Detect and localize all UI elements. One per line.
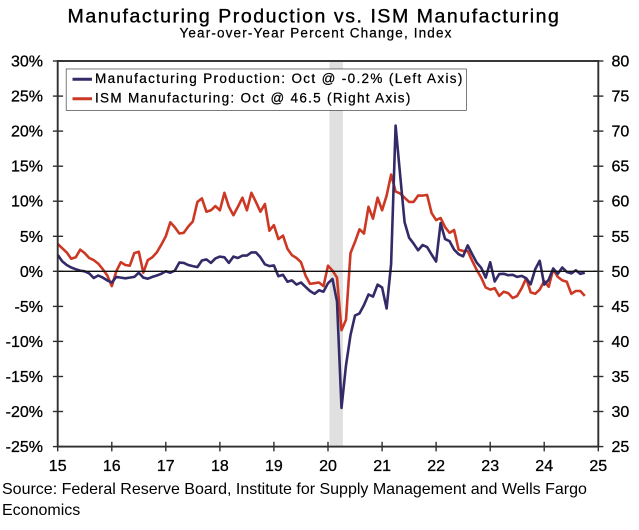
svg-text:25: 25 [612,439,630,456]
svg-text:16: 16 [103,458,121,475]
svg-text:15%: 15% [11,159,43,176]
svg-text:75: 75 [612,89,630,106]
svg-text:-20%: -20% [6,404,43,421]
svg-text:18: 18 [211,458,229,475]
svg-text:22: 22 [427,458,445,475]
svg-text:Manufacturing Production vs. I: Manufacturing Production vs. ISM Manufac… [68,6,561,28]
svg-text:Economics: Economics [2,502,80,519]
svg-text:5%: 5% [20,229,43,246]
svg-text:23: 23 [481,458,499,475]
svg-text:-10%: -10% [6,334,43,351]
svg-text:0%: 0% [20,264,43,281]
svg-text:-15%: -15% [6,369,43,386]
svg-text:25: 25 [589,458,607,475]
svg-text:17: 17 [157,458,175,475]
svg-text:21: 21 [373,458,391,475]
svg-text:20: 20 [319,458,337,475]
svg-text:-5%: -5% [15,299,43,316]
svg-text:Source: Federal Reserve Board,: Source: Federal Reserve Board, Institute… [2,481,587,498]
svg-text:15: 15 [49,458,67,475]
svg-text:50: 50 [612,264,630,281]
svg-text:40: 40 [612,334,630,351]
svg-text:70: 70 [612,124,630,141]
svg-text:55: 55 [612,229,630,246]
svg-text:60: 60 [612,194,630,211]
svg-text:19: 19 [265,458,283,475]
svg-text:24: 24 [535,458,553,475]
svg-text:30: 30 [612,404,630,421]
svg-text:45: 45 [612,299,630,316]
svg-text:30%: 30% [11,54,43,71]
svg-text:25%: 25% [11,89,43,106]
svg-text:ISM Manufacturing: Oct @ 46.5: ISM Manufacturing: Oct @ 46.5 (Right Axi… [95,91,412,106]
svg-text:10%: 10% [11,194,43,211]
svg-text:Manufacturing Production: Oct: Manufacturing Production: Oct @ -0.2% (L… [95,71,464,86]
svg-text:Year-over-Year Percent Change,: Year-over-Year Percent Change, Index [179,26,452,41]
svg-text:20%: 20% [11,124,43,141]
svg-text:65: 65 [612,159,630,176]
svg-text:80: 80 [612,54,630,71]
svg-text:35: 35 [612,369,630,386]
svg-text:-25%: -25% [6,439,43,456]
